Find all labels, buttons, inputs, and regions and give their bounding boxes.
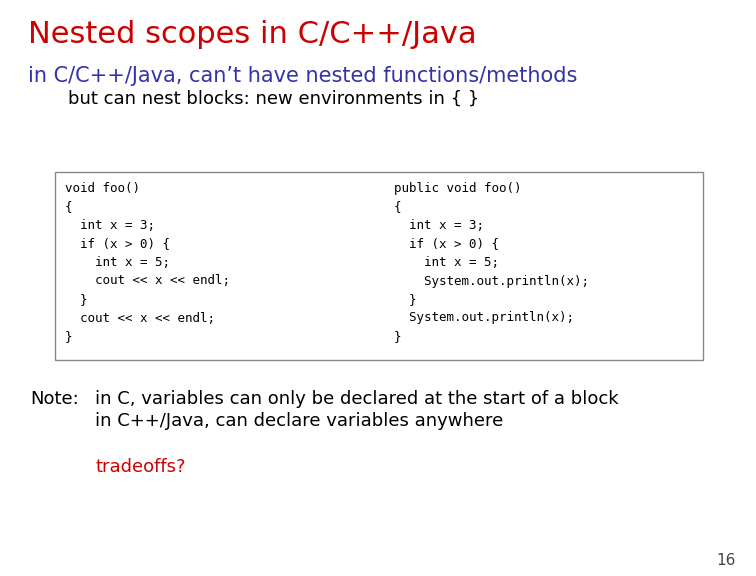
Text: tradeoffs?: tradeoffs? [95, 458, 185, 476]
Text: {: { [394, 200, 401, 214]
Text: Note:: Note: [30, 390, 79, 408]
Text: System.out.println(x);: System.out.println(x); [394, 312, 574, 324]
Text: int x = 3;: int x = 3; [65, 219, 155, 232]
Text: void foo(): void foo() [65, 182, 140, 195]
Text: Nested scopes in C/C++/Java: Nested scopes in C/C++/Java [28, 20, 476, 49]
Text: }: } [394, 330, 401, 343]
Text: cout << x << endl;: cout << x << endl; [65, 312, 215, 324]
FancyBboxPatch shape [55, 172, 703, 360]
Text: int x = 5;: int x = 5; [65, 256, 170, 269]
Text: int x = 5;: int x = 5; [394, 256, 499, 269]
Text: if (x > 0) {: if (x > 0) { [394, 237, 499, 251]
Text: if (x > 0) {: if (x > 0) { [65, 237, 170, 251]
Text: in C/C++/Java, can’t have nested functions/methods: in C/C++/Java, can’t have nested functio… [28, 66, 578, 86]
Text: int x = 3;: int x = 3; [394, 219, 484, 232]
Text: }: } [65, 293, 88, 306]
Text: System.out.println(x);: System.out.println(x); [394, 275, 589, 287]
Text: public void foo(): public void foo() [394, 182, 522, 195]
Text: }: } [65, 330, 73, 343]
Text: {: { [65, 200, 73, 214]
Text: 16: 16 [717, 553, 736, 568]
Text: in C++/Java, can declare variables anywhere: in C++/Java, can declare variables anywh… [95, 412, 503, 430]
Text: cout << x << endl;: cout << x << endl; [65, 275, 230, 287]
Text: in C, variables can only be declared at the start of a block: in C, variables can only be declared at … [95, 390, 618, 408]
Text: but can nest blocks: new environments in { }: but can nest blocks: new environments in… [68, 90, 479, 108]
Text: }: } [394, 293, 417, 306]
